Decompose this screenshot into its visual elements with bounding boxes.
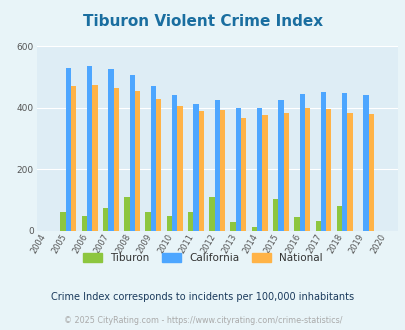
Bar — [129, 76, 134, 231]
Bar — [368, 114, 373, 231]
Bar — [71, 86, 76, 231]
Bar — [214, 100, 220, 231]
Bar — [256, 108, 262, 231]
Bar — [320, 92, 325, 231]
Bar — [262, 115, 267, 231]
Bar — [220, 110, 225, 231]
Bar — [145, 212, 150, 231]
Bar — [66, 68, 71, 231]
Bar — [347, 113, 352, 231]
Text: © 2025 CityRating.com - https://www.cityrating.com/crime-statistics/: © 2025 CityRating.com - https://www.city… — [64, 316, 341, 325]
Bar — [336, 206, 341, 231]
Bar — [198, 111, 203, 231]
Bar — [108, 69, 113, 231]
Text: Tiburon Violent Crime Index: Tiburon Violent Crime Index — [83, 14, 322, 29]
Bar — [251, 227, 256, 231]
Bar — [81, 215, 87, 231]
Bar — [92, 85, 98, 231]
Bar — [172, 95, 177, 231]
Bar — [272, 199, 278, 231]
Bar — [177, 106, 182, 231]
Bar — [283, 113, 288, 231]
Bar — [193, 104, 198, 231]
Bar — [341, 93, 347, 231]
Bar — [150, 86, 156, 231]
Bar — [166, 215, 172, 231]
Bar — [113, 88, 119, 231]
Bar — [362, 95, 368, 231]
Bar — [134, 91, 140, 231]
Bar — [294, 217, 299, 231]
Bar — [87, 66, 92, 231]
Bar — [299, 94, 304, 231]
Bar — [124, 197, 129, 231]
Bar — [325, 109, 330, 231]
Bar — [103, 208, 108, 231]
Bar — [230, 222, 235, 231]
Bar — [156, 99, 161, 231]
Legend: Tiburon, California, National: Tiburon, California, National — [79, 249, 326, 267]
Bar — [241, 118, 246, 231]
Bar — [60, 212, 66, 231]
Bar — [188, 212, 193, 231]
Bar — [315, 221, 320, 231]
Text: Crime Index corresponds to incidents per 100,000 inhabitants: Crime Index corresponds to incidents per… — [51, 292, 354, 302]
Bar — [278, 100, 283, 231]
Bar — [304, 108, 309, 231]
Bar — [209, 197, 214, 231]
Bar — [235, 108, 241, 231]
